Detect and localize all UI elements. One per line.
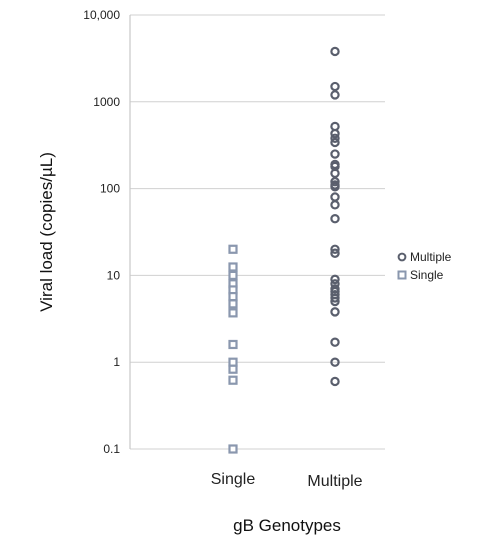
data-point-multiple bbox=[330, 137, 340, 148]
data-point-single bbox=[228, 244, 238, 254]
data-point-multiple bbox=[330, 376, 340, 387]
gridlines bbox=[130, 14, 385, 450]
data-point-multiple bbox=[330, 274, 340, 285]
data-point-single bbox=[228, 364, 238, 374]
y-tick-label: 0.1 bbox=[103, 442, 120, 456]
data-point-multiple bbox=[330, 296, 340, 307]
data-point-multiple bbox=[330, 90, 340, 100]
data-point-multiple bbox=[330, 177, 340, 187]
data-point-multiple bbox=[330, 168, 340, 179]
y-axis-title: Viral load (copies/µL) bbox=[37, 152, 56, 312]
data-point-multiple bbox=[330, 192, 340, 202]
data-point-multiple bbox=[330, 200, 340, 210]
y-tick-label: 1 bbox=[113, 355, 120, 369]
data-point-multiple bbox=[330, 214, 340, 224]
data-point-multiple bbox=[330, 133, 340, 143]
data-point-multiple bbox=[330, 46, 340, 57]
data-point-single bbox=[228, 375, 238, 385]
legend-label: Multiple bbox=[410, 250, 452, 264]
y-tick-labels: 0.1 1 10 100 1000 10,000 bbox=[83, 8, 120, 456]
data-point-multiple bbox=[330, 337, 340, 347]
data-point-multiple bbox=[330, 357, 340, 367]
data-point-single bbox=[228, 444, 238, 454]
data-points bbox=[228, 46, 340, 454]
data-point-multiple bbox=[330, 182, 340, 192]
data-point-multiple bbox=[330, 128, 340, 139]
data-point-single bbox=[228, 270, 238, 280]
y-tick-label: 10 bbox=[107, 268, 121, 282]
data-point-single bbox=[228, 291, 238, 302]
data-point-single bbox=[228, 262, 238, 272]
data-point-multiple bbox=[330, 149, 340, 159]
data-point-multiple bbox=[330, 81, 340, 92]
x-category-label: Single bbox=[211, 471, 256, 488]
data-point-multiple bbox=[330, 307, 340, 317]
y-tick-label: 10,000 bbox=[83, 8, 120, 22]
legend-label: Single bbox=[410, 268, 444, 282]
legend: Multiple Single bbox=[397, 250, 452, 282]
x-axis-title: gB Genotypes bbox=[233, 516, 341, 535]
data-point-multiple bbox=[330, 244, 340, 254]
y-tick-label: 100 bbox=[100, 182, 120, 196]
legend-marker-multiple bbox=[397, 252, 407, 262]
data-point-single bbox=[228, 339, 238, 350]
data-point-multiple bbox=[330, 293, 340, 303]
x-category-labels: Single Multiple bbox=[211, 471, 363, 490]
x-category-label: Multiple bbox=[307, 473, 362, 490]
data-point-single bbox=[228, 308, 238, 318]
data-point-multiple bbox=[330, 248, 340, 258]
data-point-single bbox=[228, 299, 238, 309]
y-tick-label: 1000 bbox=[93, 95, 120, 109]
legend-marker-single bbox=[397, 270, 407, 280]
